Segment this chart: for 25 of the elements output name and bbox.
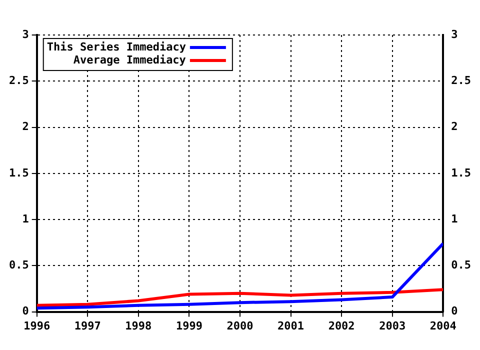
y-tick-label: 2.5: [8, 74, 29, 87]
y-tick-label: 0.5: [8, 258, 29, 272]
y2-tick-label: 1: [451, 212, 458, 226]
y2-tick-label: 0: [451, 304, 458, 318]
x-tick-label: 2000: [226, 319, 254, 332]
x-tick-label: 1997: [74, 319, 101, 332]
y2-tick-label: 3: [451, 28, 458, 41]
x-tick-label: 1996: [24, 319, 50, 332]
y-tick-label: 2: [22, 120, 29, 134]
x-tick-label: 1998: [125, 319, 152, 332]
y-tick-label: 1.5: [8, 166, 29, 180]
legend-label: This Series Immediacy: [46, 40, 186, 54]
y-tick-label: 3: [22, 28, 29, 41]
x-tick-label: 2004: [430, 319, 457, 332]
x-tick-label: 2003: [379, 319, 406, 332]
y-tick-label: 0: [22, 304, 29, 318]
y2-tick-label: 1.5: [451, 166, 472, 180]
x-tick-label: 2002: [328, 319, 355, 332]
y2-tick-label: 2.5: [451, 74, 472, 87]
y2-tick-label: 2: [451, 120, 458, 134]
y2-tick-label: 0.5: [451, 258, 472, 272]
y-tick-label: 1: [22, 212, 30, 226]
x-tick-label: 2001: [278, 319, 304, 332]
legend-label: Average Immediacy: [73, 53, 186, 66]
x-tick-label: 1999: [176, 319, 202, 332]
